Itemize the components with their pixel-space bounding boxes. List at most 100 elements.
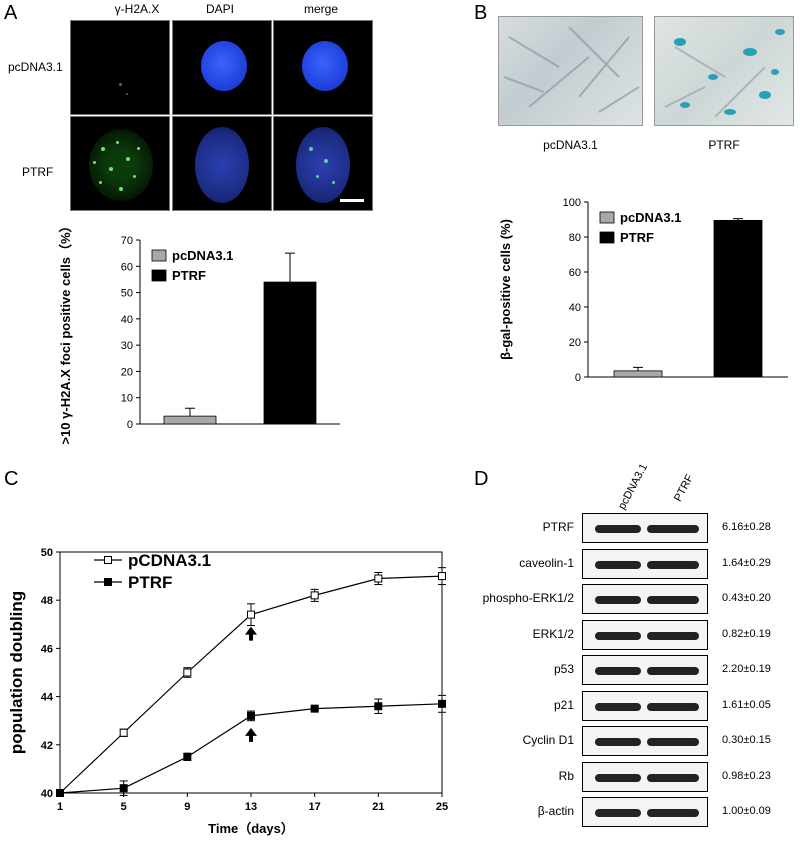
data-point <box>119 784 128 793</box>
data-point <box>374 702 383 711</box>
y-tick-label: 30 <box>121 340 133 352</box>
photo-sa-beta-gal-control <box>498 16 643 126</box>
legend-label: PTRF <box>128 573 172 592</box>
blot-band-box <box>582 513 708 543</box>
blot-band-control <box>595 525 641 533</box>
chart-a-gh2ax-foci: 0 10 20 30 40 50 60 70 pcDNA3.1 PTRF >10 γ-H2A.X f… <box>58 225 340 445</box>
micrograph-merge-control <box>273 20 373 115</box>
y-tick-label: 10 <box>121 393 133 405</box>
blot-fold-change: 1.00±0.09 <box>722 805 771 817</box>
legend-label: PTRF <box>172 268 206 283</box>
data-point <box>247 711 255 720</box>
data-point <box>183 752 192 761</box>
blot-band-control <box>595 631 641 640</box>
data-point <box>310 591 319 600</box>
micrograph-row-label: PTRF <box>22 165 54 179</box>
y-tick-label: 40 <box>569 302 581 314</box>
blot-band-ptrf <box>647 525 699 533</box>
scale-bar <box>340 199 364 202</box>
blot-protein-label: Rb <box>558 768 574 783</box>
micrograph-gh2ax-ptrf <box>70 116 170 211</box>
blot-band-ptrf <box>647 596 699 604</box>
legend-swatch <box>151 269 167 282</box>
y-tick-label: 100 <box>563 197 581 209</box>
legend-label: pcDNA3.1 <box>620 210 681 225</box>
legend-swatch <box>151 249 167 262</box>
micrograph-col-label: DAPI <box>205 2 234 16</box>
data-point <box>438 572 446 581</box>
y-tick-label: 0 <box>575 372 581 384</box>
blot-band-box <box>582 655 708 685</box>
bar-ptrf <box>713 219 763 378</box>
blot-protein-label: phospho-ERK1/2 <box>482 591 574 605</box>
blot-protein-label: β-actin <box>537 804 574 818</box>
blot-fold-change: 0.43±0.20 <box>722 592 771 604</box>
x-tick-label: 21 <box>372 801 384 813</box>
x-tick-label: 13 <box>245 801 257 813</box>
y-tick-label: 50 <box>41 547 53 559</box>
blot-band-box <box>582 548 708 579</box>
y-tick-label: 46 <box>41 643 53 655</box>
photo-label: pcDNA3.1 <box>543 138 598 152</box>
data-point <box>247 610 255 619</box>
legend-label: pCDNA3.1 <box>128 551 211 570</box>
blot-band-ptrf <box>647 702 699 711</box>
y-tick-label: 80 <box>569 232 581 244</box>
blot-band-ptrf <box>647 773 699 782</box>
x-tick-label: 25 <box>436 801 448 813</box>
micrograph-dapi-control <box>172 20 272 115</box>
blot-band-box <box>582 797 708 827</box>
y-tick-label: 42 <box>41 740 53 752</box>
x-tick-label: 9 <box>184 801 190 813</box>
y-tick-label: 40 <box>121 314 133 326</box>
micrograph-merge-ptrf <box>273 116 373 211</box>
blot-fold-change: 6.16±0.28 <box>722 521 771 533</box>
blot-protein-label: ERK1/2 <box>532 626 574 641</box>
blot-fold-change: 1.61±0.05 <box>722 698 771 711</box>
blot-band-ptrf <box>647 560 699 569</box>
x-tick-label: 1 <box>57 801 63 813</box>
x-axis-title: Time（days） <box>208 821 294 836</box>
y-tick-label: 0 <box>127 419 133 431</box>
data-point <box>56 789 64 797</box>
y-tick-label: 20 <box>569 337 581 349</box>
blot-fold-change: 0.82±0.19 <box>722 627 771 640</box>
micrograph-col-label: merge <box>303 2 338 16</box>
data-point <box>438 699 446 708</box>
blot-band-ptrf <box>647 738 699 746</box>
panel-label-d: D <box>474 468 489 490</box>
blot-fold-change: 0.30±0.15 <box>722 734 771 746</box>
legend-label: pcDNA3.1 <box>172 248 233 263</box>
legend-marker <box>104 578 112 586</box>
legend-marker <box>104 556 112 564</box>
panel-label-a: A <box>4 2 18 24</box>
blot-band-box <box>582 726 708 756</box>
blot-band-control <box>595 809 641 817</box>
blot-band-ptrf <box>647 667 699 675</box>
blot-band-ptrf <box>647 631 699 640</box>
blot-band-control <box>595 702 641 711</box>
data-point <box>310 704 319 713</box>
photo-label: PTRF <box>708 138 740 152</box>
micrograph-gh2ax-control <box>70 20 170 115</box>
chart-c-population-doubling: 40 42 44 46 48 50 1 5 9 13 17 21 25 Time（days） populat… <box>7 547 448 836</box>
y-tick-label: 44 <box>41 692 54 704</box>
blot-band-control <box>595 667 641 675</box>
y-axis-title: β-gal-positive cells (%) <box>498 219 513 360</box>
blot-protein-label: p53 <box>553 662 574 676</box>
blot-row: ERK1/2 0.82±0.19 <box>490 619 790 650</box>
chart-b-beta-gal: 0 20 40 60 80 100 pcDNA3.1 PTRF β-gal-positive c… <box>498 197 788 384</box>
blot-band-box <box>582 584 708 614</box>
blot-band-control <box>595 773 641 782</box>
arrow-marker <box>245 626 257 641</box>
y-tick-label: 60 <box>121 261 133 273</box>
legend-swatch <box>599 231 615 244</box>
x-tick-label: 5 <box>121 801 127 813</box>
blot-band-control <box>595 596 641 604</box>
blot-row: p21 1.61±0.05 <box>490 690 790 721</box>
blot-row: p53 2.20±0.19 <box>490 655 790 685</box>
blot-band-ptrf <box>647 809 699 817</box>
bar-pcdna31 <box>613 370 663 378</box>
panel-label-b: B <box>474 2 488 24</box>
y-tick-label: 50 <box>121 288 133 300</box>
